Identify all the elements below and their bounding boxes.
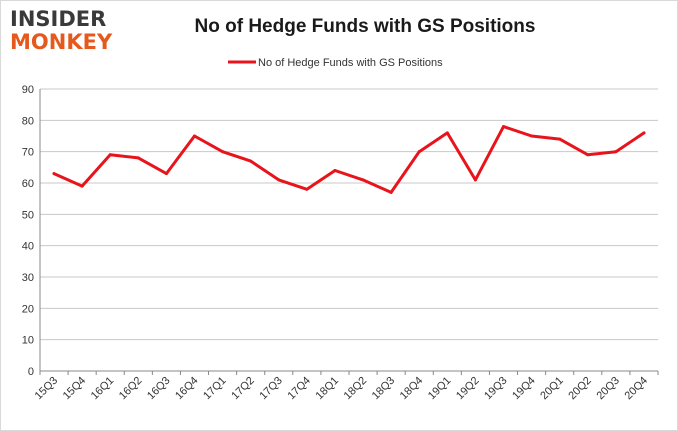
x-tick-label-19Q3: 19Q3 (482, 375, 510, 403)
data-point-20Q3 (614, 150, 618, 154)
series-line-0 (52, 125, 646, 194)
data-point-16Q3 (164, 172, 168, 176)
data-point-18Q2 (361, 178, 365, 182)
data-point-15Q4 (80, 184, 84, 188)
x-tick-label-20Q1: 20Q1 (538, 375, 566, 403)
data-point-16Q2 (136, 156, 140, 160)
x-tick-label-16Q3: 16Q3 (145, 375, 173, 403)
data-point-18Q4 (417, 150, 421, 154)
data-point-18Q3 (389, 190, 393, 194)
x-tick-label-20Q2: 20Q2 (566, 375, 594, 403)
legend-label: No of Hedge Funds with GS Positions (258, 57, 443, 69)
x-tick-label-17Q3: 17Q3 (257, 375, 285, 403)
y-tick-label-90: 90 (22, 84, 34, 96)
chart-title: No of Hedge Funds with GS Positions (194, 16, 536, 37)
data-point-17Q1 (221, 150, 225, 154)
data-point-18Q1 (333, 168, 337, 172)
data-point-15Q3 (52, 172, 56, 176)
x-tick-label-15Q4: 15Q4 (61, 375, 89, 403)
y-tick-label-50: 50 (22, 209, 34, 221)
x-tick-label-16Q4: 16Q4 (173, 375, 201, 403)
x-tick-label-18Q3: 18Q3 (370, 375, 398, 403)
x-tick-label-20Q4: 20Q4 (623, 375, 651, 403)
x-tick-label-19Q4: 19Q4 (510, 375, 538, 403)
data-point-20Q1 (558, 137, 562, 141)
y-tick-label-20: 20 (22, 303, 34, 315)
legend: No of Hedge Funds with GS Positions (228, 57, 443, 69)
data-point-17Q2 (249, 159, 253, 163)
insider-monkey-logo: INSIDER MONKEY (10, 8, 126, 54)
y-tick-label-40: 40 (22, 241, 34, 253)
x-tick-label-20Q3: 20Q3 (594, 375, 622, 403)
y-tick-label-60: 60 (22, 178, 34, 190)
data-point-20Q2 (586, 153, 590, 157)
data-point-20Q4 (642, 131, 646, 135)
data-point-19Q2 (473, 178, 477, 182)
grid-layer (40, 88, 658, 372)
data-point-19Q3 (502, 125, 505, 129)
x-tick-label-19Q1: 19Q1 (426, 375, 454, 403)
x-tick-label-18Q1: 18Q1 (314, 375, 342, 403)
x-tick-label-16Q2: 16Q2 (117, 375, 145, 403)
data-point-16Q1 (108, 153, 112, 157)
data-point-17Q4 (305, 187, 309, 191)
x-tick-label-18Q4: 18Q4 (398, 375, 426, 403)
data-point-19Q1 (445, 131, 449, 135)
data-point-19Q4 (530, 134, 534, 138)
y-tick-label-80: 80 (22, 115, 34, 127)
x-tick-label-17Q1: 17Q1 (201, 375, 229, 403)
x-tick-label-19Q2: 19Q2 (454, 375, 482, 403)
logo-line-2: MONKEY (10, 30, 113, 54)
logo-line-1: INSIDER (10, 7, 107, 31)
data-point-16Q4 (193, 134, 196, 138)
y-tick-label-30: 30 (22, 272, 34, 284)
series-layer (52, 125, 646, 194)
y-tick-label-70: 70 (22, 147, 34, 159)
y-tick-label-10: 10 (22, 335, 34, 347)
data-point-17Q3 (277, 178, 281, 182)
x-tick-label-17Q4: 17Q4 (285, 375, 313, 403)
x-tick-label-17Q2: 17Q2 (229, 375, 257, 403)
x-tick-label-15Q3: 15Q3 (33, 375, 61, 403)
x-tick-label-16Q1: 16Q1 (89, 375, 117, 403)
x-tick-label-18Q2: 18Q2 (342, 375, 370, 403)
y-tick-label-0: 0 (28, 366, 34, 378)
